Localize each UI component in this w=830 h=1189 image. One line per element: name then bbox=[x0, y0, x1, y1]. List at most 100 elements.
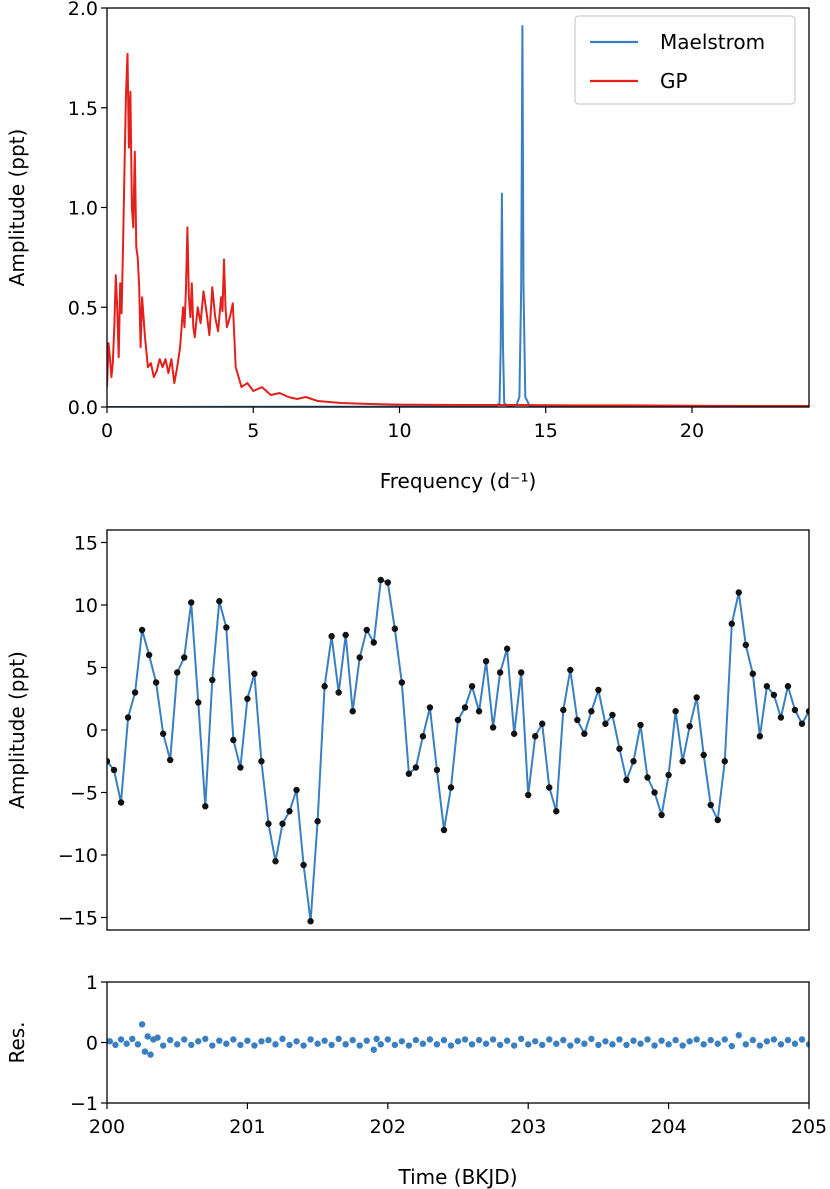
residual-point bbox=[791, 1040, 799, 1047]
residual-point bbox=[770, 1036, 778, 1043]
residual-point bbox=[686, 1038, 693, 1045]
x-tick-label: 205 bbox=[791, 1116, 827, 1138]
residual-point bbox=[174, 1041, 181, 1048]
data-point bbox=[510, 730, 518, 737]
residual-point bbox=[728, 1042, 735, 1050]
data-point bbox=[433, 766, 441, 774]
data-point bbox=[468, 683, 476, 690]
residual-point bbox=[546, 1036, 553, 1043]
y-tick-label: −1 bbox=[70, 1093, 98, 1115]
residual-point bbox=[328, 1041, 335, 1049]
data-point bbox=[159, 730, 167, 737]
data-point bbox=[412, 764, 420, 771]
y-tick-label: 10 bbox=[74, 595, 98, 617]
periodogram-panel: 0.0 0.5 1.0 1.5 2.0 0 5 10 15 20 Amplitude (ppt) Fr… bbox=[5, 0, 810, 493]
x-axis-label: Time (BKJD) bbox=[397, 1165, 517, 1189]
residual-point bbox=[510, 1042, 518, 1049]
series-line-gp bbox=[107, 52, 809, 407]
data-point bbox=[503, 645, 511, 652]
data-point bbox=[265, 820, 272, 827]
residuals-panel: −1 0 1 200 201 202 203 204 205 Res. Time (BKJD) bbox=[5, 972, 827, 1189]
y-tick-label: 0.0 bbox=[68, 397, 98, 419]
residual-point bbox=[405, 1042, 413, 1049]
residual-point bbox=[517, 1035, 525, 1043]
x-tick-label: 0 bbox=[101, 420, 113, 442]
data-point bbox=[721, 758, 728, 765]
residual-point bbox=[412, 1036, 420, 1044]
data-point bbox=[749, 670, 757, 677]
data-point bbox=[251, 670, 258, 677]
residual-point bbox=[426, 1036, 434, 1043]
y-axis-label: Amplitude (ppt) bbox=[5, 129, 29, 287]
residual-point bbox=[756, 1042, 764, 1049]
y-tick-label: 0.5 bbox=[68, 297, 98, 319]
data-point bbox=[588, 708, 595, 715]
data-point bbox=[174, 669, 181, 676]
x-tick-label: 5 bbox=[247, 420, 259, 442]
residual-point bbox=[117, 1036, 125, 1043]
residual-point bbox=[391, 1041, 399, 1049]
data-point bbox=[742, 641, 750, 649]
residual-point bbox=[679, 1042, 686, 1049]
residual-point bbox=[672, 1036, 679, 1044]
residual-point bbox=[237, 1041, 244, 1049]
residual-point bbox=[784, 1036, 792, 1044]
residual-point bbox=[742, 1041, 750, 1048]
data-point bbox=[447, 784, 455, 791]
data-point bbox=[314, 818, 321, 825]
data-point bbox=[560, 706, 567, 714]
x-tick-label: 15 bbox=[534, 420, 558, 442]
y-tick-label: 0 bbox=[86, 720, 98, 742]
data-point bbox=[279, 820, 286, 827]
residual-point bbox=[377, 1041, 384, 1048]
data-point bbox=[517, 669, 525, 676]
data-point bbox=[496, 669, 504, 676]
data-point bbox=[342, 631, 349, 639]
residual-point bbox=[721, 1036, 728, 1043]
x-tick-label: 202 bbox=[370, 1116, 406, 1138]
data-point bbox=[475, 708, 483, 715]
residual-point bbox=[349, 1036, 356, 1044]
data-point bbox=[595, 686, 602, 694]
residual-point bbox=[630, 1037, 637, 1044]
data-point bbox=[391, 625, 399, 632]
y-tick-label: 1.0 bbox=[68, 198, 98, 220]
y-tick-label: −10 bbox=[58, 845, 98, 867]
data-point bbox=[791, 706, 799, 714]
residual-point bbox=[560, 1036, 567, 1044]
y-axis-label: Res. bbox=[5, 1021, 29, 1063]
data-point bbox=[686, 723, 693, 730]
residual-point bbox=[373, 1035, 380, 1043]
residual-point bbox=[658, 1037, 665, 1044]
data-point bbox=[700, 751, 707, 759]
residual-point bbox=[503, 1037, 511, 1044]
residual-point bbox=[489, 1036, 497, 1043]
residual-point bbox=[279, 1035, 286, 1043]
residual-point bbox=[707, 1036, 714, 1044]
x-tick-label: 203 bbox=[510, 1116, 546, 1138]
residual-point bbox=[468, 1041, 476, 1048]
legend: Maelstrom GP bbox=[574, 15, 796, 105]
data-point bbox=[532, 733, 539, 740]
residual-point bbox=[107, 1038, 114, 1045]
data-point bbox=[756, 733, 764, 740]
residual-point bbox=[134, 1041, 142, 1048]
residual-point bbox=[496, 1041, 504, 1049]
data-point bbox=[131, 689, 139, 696]
residual-point bbox=[637, 1040, 644, 1047]
residual-point bbox=[195, 1038, 202, 1045]
data-point bbox=[735, 589, 742, 596]
residual-point bbox=[609, 1041, 616, 1048]
data-point bbox=[258, 758, 265, 765]
residual-point bbox=[314, 1040, 321, 1047]
y-tick-label: 2.0 bbox=[68, 0, 98, 20]
residual-point bbox=[574, 1037, 581, 1044]
data-point bbox=[244, 695, 251, 702]
data-point bbox=[405, 770, 413, 777]
data-point bbox=[805, 708, 809, 715]
y-tick-label: −15 bbox=[58, 908, 98, 930]
data-point bbox=[307, 918, 314, 925]
residual-point bbox=[384, 1036, 391, 1043]
residual-point bbox=[700, 1041, 707, 1048]
residual-point bbox=[159, 1042, 167, 1049]
